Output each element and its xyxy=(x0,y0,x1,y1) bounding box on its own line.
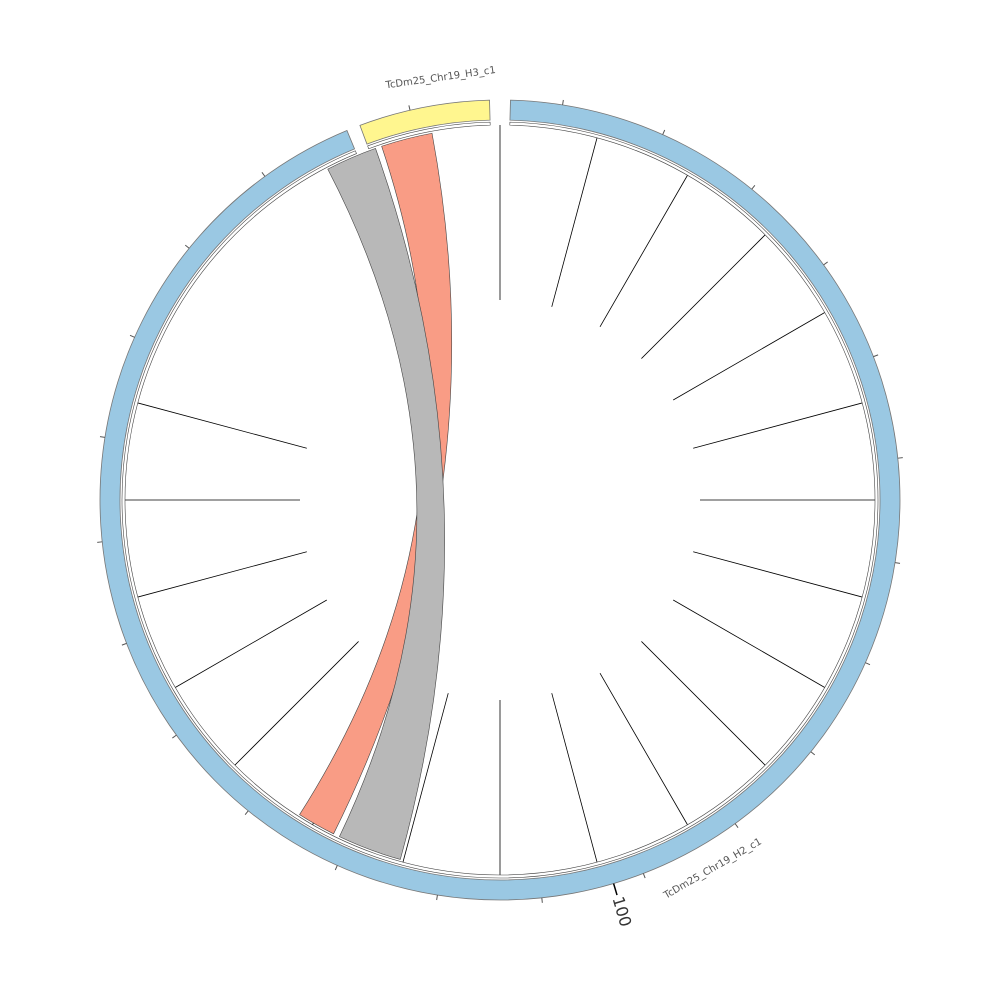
tick-0-21 xyxy=(261,172,266,177)
radial-line-8 xyxy=(673,599,825,688)
tick-0-18 xyxy=(99,436,106,438)
radial-lines-layer xyxy=(125,125,875,875)
radial-line-1 xyxy=(551,137,598,307)
tick-0-12 xyxy=(436,894,438,901)
tick-0-19 xyxy=(129,334,135,338)
radial-line-19 xyxy=(137,402,307,449)
segment-band-0 xyxy=(121,121,879,879)
tick-0-5 xyxy=(897,457,903,459)
radial-line-10 xyxy=(599,673,688,825)
tick-0-1 xyxy=(662,129,666,135)
tick-1-0 xyxy=(408,105,411,111)
radial-line-16 xyxy=(175,599,327,688)
tick-0-0 xyxy=(562,99,564,106)
segment-label-1: TcDm25_Chr19_H3_c1 xyxy=(384,65,496,91)
tick-0-9 xyxy=(734,823,739,828)
tick-0-6 xyxy=(894,562,901,564)
radial-line-3 xyxy=(641,234,766,359)
radial-line-13 xyxy=(402,693,449,863)
tick-0-17 xyxy=(97,541,103,543)
tick-0-20 xyxy=(184,244,190,249)
tick-0-15 xyxy=(172,734,177,739)
tick-0-7 xyxy=(865,662,871,666)
segment-0 xyxy=(99,99,901,901)
tick-0-4 xyxy=(873,354,879,358)
radial-line-9 xyxy=(641,641,766,766)
radial-line-4 xyxy=(673,312,825,401)
radial-line-7 xyxy=(693,551,863,598)
radial-line-2 xyxy=(599,175,688,327)
ribbons-layer xyxy=(299,132,453,860)
segment-1 xyxy=(359,99,491,145)
tick-0-2 xyxy=(751,184,756,190)
axis-tick-label-0: 100 xyxy=(608,894,635,929)
axis-tick-major-0 xyxy=(612,883,618,896)
tick-0-13 xyxy=(334,865,338,871)
tick-0-14 xyxy=(244,810,249,816)
tick-0-11 xyxy=(541,897,543,903)
segment-band-1 xyxy=(367,121,491,150)
ticks-layer xyxy=(97,99,903,903)
ribbon-1 xyxy=(327,148,445,860)
radial-line-17 xyxy=(137,551,307,598)
radial-line-11 xyxy=(551,693,598,863)
radial-line-5 xyxy=(693,402,863,449)
tick-0-3 xyxy=(823,261,828,266)
segments-layer xyxy=(99,99,901,901)
tick-0-16 xyxy=(121,642,127,646)
tick-0-8 xyxy=(810,751,816,756)
radial-line-15 xyxy=(234,641,359,766)
tick-0-10 xyxy=(642,873,646,879)
